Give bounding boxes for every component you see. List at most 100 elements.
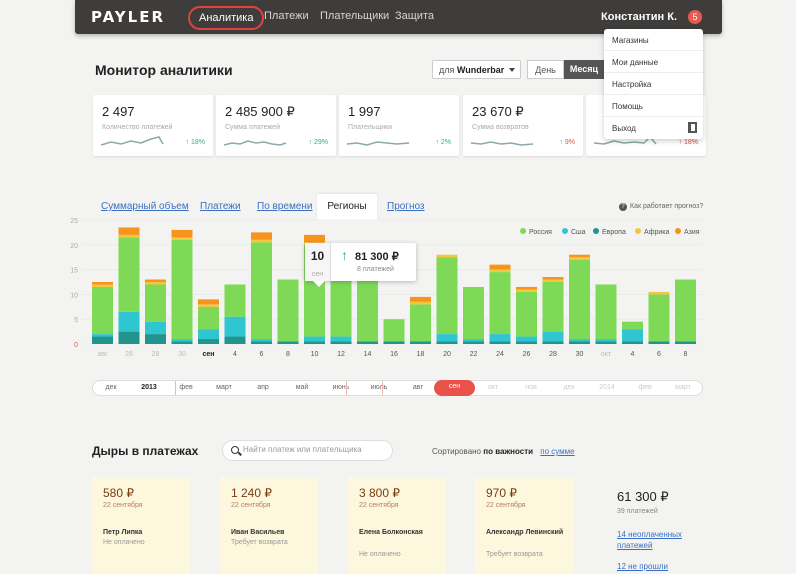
sort-active[interactable]: по важности xyxy=(483,447,534,456)
bar-segment xyxy=(622,341,643,344)
gaps-total-count: 39 платежей xyxy=(617,508,658,515)
timeline-month[interactable]: май xyxy=(295,384,309,391)
gap-payer-name: Иван Васильев xyxy=(231,529,285,536)
timeline-month[interactable]: июнь xyxy=(332,384,350,391)
gap-status: Требует возврата xyxy=(231,539,288,546)
stat-card-refunds-sum[interactable]: 23 670 ₽ Сумма возвратов ↑ 9% xyxy=(463,95,583,156)
x-tick-label: 6 xyxy=(657,351,661,358)
timeline-month[interactable]: март xyxy=(675,384,691,391)
tooltip-pointer xyxy=(313,281,325,287)
stat-card-payers[interactable]: 1 997 Плательщики ↑ 2% xyxy=(339,95,459,156)
tab-by-time[interactable]: По времени xyxy=(257,201,313,212)
stat-card-payments-sum[interactable]: 2 485 900 ₽ Сумма платежей ↑ 29% xyxy=(216,95,336,156)
nav-security[interactable]: Защита xyxy=(395,10,434,22)
legend-label: Европа xyxy=(602,229,626,236)
x-tick-label: 10 xyxy=(311,351,319,358)
bar-segment xyxy=(648,294,670,342)
tab-total-volume[interactable]: Суммарный объем xyxy=(101,201,189,212)
timeline-marker xyxy=(346,381,347,395)
gap-status: Не оплачено xyxy=(359,551,401,558)
timeline-month[interactable]: фев xyxy=(179,384,193,391)
x-tick-label: 4 xyxy=(631,351,635,358)
arrow-up-icon: ↑ xyxy=(341,247,348,263)
y-tick-label: 5 xyxy=(74,317,78,324)
bar-segment xyxy=(542,277,564,280)
tab-forecast[interactable]: Прогноз xyxy=(387,201,425,212)
bar-segment xyxy=(569,257,590,260)
exit-door-icon xyxy=(688,122,697,133)
chart-tooltip: 10 сен ↑ 81 300 ₽ 8 платежей xyxy=(305,243,416,287)
tooltip-count: 8 платежей xyxy=(357,266,394,273)
timeline-month[interactable]: авг xyxy=(412,384,424,391)
bar-segment xyxy=(145,284,166,322)
bar-segment xyxy=(171,239,193,340)
gap-date: 22 сентября xyxy=(231,502,271,509)
gap-amount: 3 800 ₽ xyxy=(359,486,400,500)
gap-amount: 970 ₽ xyxy=(486,486,517,500)
timeline-month[interactable]: 2013 xyxy=(141,384,157,391)
timeline-month[interactable]: март xyxy=(216,384,232,391)
bar-segment xyxy=(410,341,431,344)
y-tick-label: 15 xyxy=(70,268,78,275)
page-title: Монитор аналитики xyxy=(95,62,233,78)
forecast-help-text: Как работает прогноз? xyxy=(630,203,704,210)
bar-segment xyxy=(92,336,113,344)
timeline-month[interactable]: ноя xyxy=(525,384,537,391)
chevron-down-icon xyxy=(509,68,515,72)
bar-segment xyxy=(357,279,378,342)
gaps-section-title: Дыры в платежах xyxy=(92,444,199,458)
bar-segment xyxy=(410,301,431,305)
shop-select[interactable]: для Wunderbar xyxy=(432,60,521,79)
x-tick-label: 8 xyxy=(684,351,688,358)
forecast-help-link[interactable]: ? Как работает прогноз? xyxy=(619,203,703,211)
unpaid-payments-link[interactable]: 14 неоплаченных платежей xyxy=(617,530,682,550)
legend-dot xyxy=(675,228,681,234)
stat-value: 2 485 900 ₽ xyxy=(225,104,295,119)
period-month-button[interactable]: Месяц xyxy=(564,60,604,79)
gap-card[interactable]: 1 240 ₽ 22 сентября Иван Васильев Требует в… xyxy=(220,477,318,574)
bar-segment xyxy=(198,304,219,307)
gap-card[interactable]: 3 800 ₽ 22 сентября Елена Болконская Не опл… xyxy=(348,477,446,574)
tab-regions[interactable]: Регионы xyxy=(317,194,377,220)
period-day-button[interactable]: День xyxy=(527,60,564,79)
nav-analytics[interactable]: Аналитика xyxy=(188,6,265,30)
notification-badge[interactable]: 5 xyxy=(688,10,702,24)
timeline-month[interactable]: фев xyxy=(638,384,652,391)
gap-card[interactable]: 970 ₽ 22 сентября Александр Левинский Требу… xyxy=(475,477,573,574)
timeline-month[interactable]: июль xyxy=(370,384,388,391)
tab-payments[interactable]: Платежи xyxy=(200,201,241,212)
timeline-month[interactable]: окт xyxy=(487,384,499,391)
timeline-month[interactable]: дек xyxy=(563,384,575,391)
bar-segment xyxy=(595,341,617,344)
timeline-scrubber[interactable]: дек 2013 фев март апр май июнь июль авг сен окт ноя… xyxy=(92,380,703,396)
bar-segment xyxy=(198,299,219,305)
search-box[interactable] xyxy=(222,440,393,461)
bar-segment xyxy=(569,254,590,258)
bar-segment xyxy=(569,339,590,342)
bar-segment xyxy=(92,282,113,285)
gap-card[interactable]: 580 ₽ 22 сентября Петр Липка Не оплачено xyxy=(92,477,190,574)
stat-label: Сумма платежей xyxy=(225,124,280,131)
stat-value: 2 497 xyxy=(102,104,135,119)
failed-payments-link[interactable]: 12 не прошли xyxy=(617,562,668,571)
search-input[interactable] xyxy=(243,445,388,454)
menu-item-logout[interactable]: Выход xyxy=(604,117,703,139)
menu-item-help[interactable]: Помощь xyxy=(604,95,703,117)
nav-payments[interactable]: Платежи xyxy=(264,10,309,22)
user-menu-toggle[interactable]: Константин К. xyxy=(601,11,677,23)
menu-item-my-data[interactable]: Мои данные xyxy=(604,51,703,73)
payler-logo[interactable]: PAYLER xyxy=(91,8,166,26)
timeline-month[interactable]: 2014 xyxy=(599,384,615,391)
sparkline xyxy=(471,141,534,146)
stat-card-payments-count[interactable]: 2 497 Количество платежей ↑ 18% xyxy=(93,95,213,156)
sort-by-amount-link[interactable]: по сумме xyxy=(540,447,575,456)
menu-item-settings[interactable]: Настройка xyxy=(604,73,703,95)
menu-item-shops[interactable]: Магазины xyxy=(604,29,703,51)
bar-segment xyxy=(357,341,378,344)
timeline-month[interactable]: апр xyxy=(257,384,269,391)
nav-payers[interactable]: Плательщики xyxy=(320,10,390,22)
timeline-month[interactable]: дек xyxy=(105,384,117,391)
bar-segment xyxy=(489,269,511,273)
timeline-selected-month[interactable]: сен xyxy=(434,380,475,396)
legend-label: Азия xyxy=(684,229,700,236)
